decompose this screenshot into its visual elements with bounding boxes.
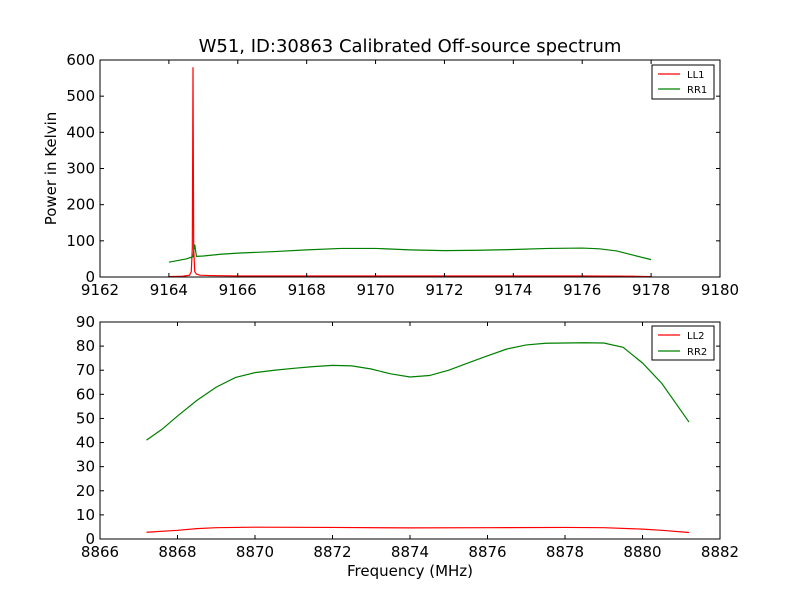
x-tick-label: 9170: [356, 281, 394, 299]
bottom-panel: Frequency (MHz) 8866 8868 8870 8872 8874 8876…: [76, 313, 739, 580]
chart-title: W51, ID:30863 Calibrated Off-source spec…: [199, 36, 622, 57]
legend: LL2 RR2: [651, 325, 715, 361]
y-tick-label: 80: [76, 337, 95, 355]
x-tick-label: 9162: [81, 281, 119, 299]
x-tick-label: 9166: [219, 281, 257, 299]
x-tick-label: 8874: [391, 543, 429, 561]
y-tick-label: 90: [76, 313, 95, 331]
y-tick-label: 0: [85, 530, 95, 548]
series-lines: [146, 342, 690, 534]
x-tick-label: 9176: [563, 281, 601, 299]
y-tick-label: 100: [66, 232, 95, 250]
x-tick-label: 9164: [150, 281, 188, 299]
y-tick-label: 20: [76, 482, 95, 500]
x-tick-label: 8872: [313, 543, 351, 561]
legend-label-ll2: LL2: [687, 331, 705, 342]
x-tick-label: 9172: [425, 281, 463, 299]
y-tick-label: 400: [66, 123, 95, 141]
y-tick-label: 40: [76, 434, 95, 452]
x-tick-label: 9168: [288, 281, 326, 299]
legend: LL1 RR1: [651, 64, 715, 100]
axis-ticks: 8866 8868 8870 8872 8874 8876 8878 8880 8882 0 10 2…: [76, 313, 739, 561]
y-tick-label: 70: [76, 361, 95, 379]
top-panel: W51, ID:30863 Calibrated Off-source spec…: [42, 36, 739, 299]
x-tick-label: 8868: [158, 543, 196, 561]
axis-ticks: 9162 9164 9166 9168 9170 9172 9174 9176 9178 9180…: [66, 51, 739, 299]
y-tick-label: 500: [66, 87, 95, 105]
x-tick-label: 8882: [701, 543, 739, 561]
y-tick-label: 30: [76, 458, 95, 476]
x-tick-label: 9174: [494, 281, 532, 299]
x-tick-label: 8866: [81, 543, 119, 561]
y-tick-label: 50: [76, 409, 95, 427]
y-tick-label: 300: [66, 160, 95, 178]
x-tick-label: 8878: [546, 543, 584, 561]
series-line-rr1: [168, 244, 652, 263]
x-tick-label: 8880: [623, 543, 661, 561]
y-tick-label: 600: [66, 51, 95, 69]
legend-label-ll1: LL1: [687, 70, 705, 81]
y-tick-label: 200: [66, 196, 95, 214]
series-line-ll2: [146, 526, 690, 534]
x-tick-label: 8870: [236, 543, 274, 561]
x-tick-label: 9180: [701, 281, 739, 299]
x-tick-label: 9178: [632, 281, 670, 299]
legend-label-rr2: RR2: [687, 347, 707, 358]
y-tick-label: 10: [76, 506, 95, 524]
legend-label-rr1: RR1: [687, 85, 707, 96]
x-tick-label: 8876: [468, 543, 506, 561]
y-axis-label: Power in Kelvin: [42, 112, 60, 226]
x-axis-label: Frequency (MHz): [347, 562, 473, 580]
y-tick-label: 60: [76, 385, 95, 403]
series-line-rr2: [146, 342, 690, 441]
legend-box: [651, 325, 715, 361]
y-tick-label: 0: [85, 268, 95, 286]
legend-box: [651, 64, 715, 100]
